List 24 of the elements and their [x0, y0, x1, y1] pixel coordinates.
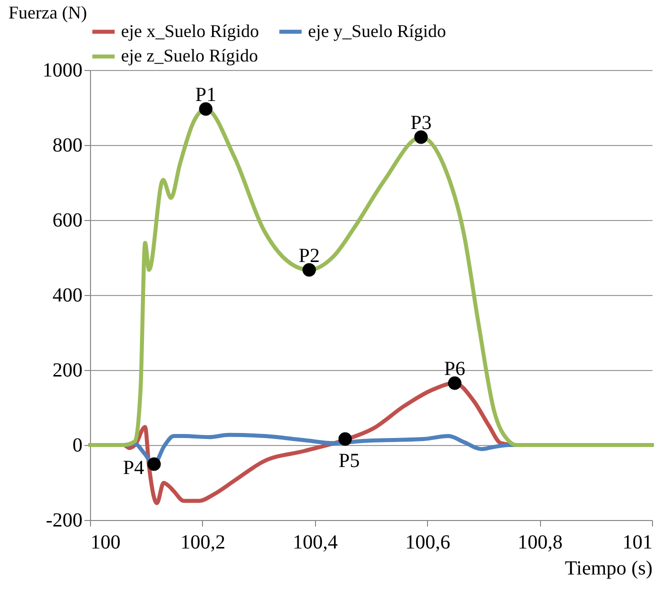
annotation: P5: [338, 450, 360, 472]
y-tick-label: 800: [52, 134, 82, 156]
annotation: P3: [410, 112, 432, 134]
y-tick-label: 200: [52, 360, 82, 382]
x-tick-label: 100,6: [405, 532, 450, 554]
x-tick-label: 100,8: [518, 532, 563, 554]
annotation: P4: [122, 457, 144, 480]
x-tick-label: 100,2: [180, 532, 226, 554]
y-tick-label: 400: [52, 284, 82, 306]
annotation: P2: [298, 244, 320, 267]
y-tick-label: 1000: [42, 60, 82, 82]
annotation: P6: [444, 358, 466, 380]
x-tick-label: 100,4: [292, 532, 338, 554]
y-axis-title: Fuerza (N): [8, 2, 87, 22]
annotation: P1: [195, 84, 216, 106]
legend-label: eje x_Suelo Rígido: [121, 20, 259, 41]
legend-label: eje y_Suelo Rígido: [308, 20, 446, 41]
legend-label: eje z_Suelo Rígido: [121, 46, 258, 66]
x-axis-title: Tiempo (s): [564, 558, 652, 580]
x-tick-label: 100: [90, 532, 120, 554]
x-tick-label: 101: [622, 532, 652, 554]
y-tick-label: 0: [72, 434, 82, 456]
y-tick-label: -200: [46, 510, 82, 532]
y-tick-label: 600: [52, 210, 82, 232]
